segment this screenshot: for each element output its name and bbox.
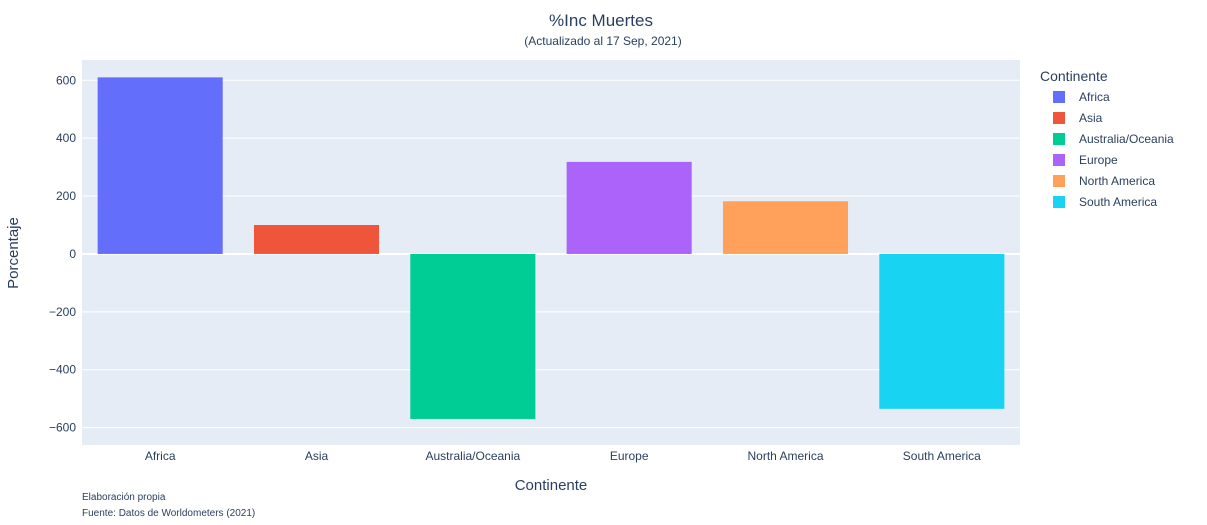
x-tick-label: South America <box>903 449 981 463</box>
x-axis-ticks: Africa Asia Australia/Oceania Europe North A… <box>145 449 981 463</box>
x-tick-label: Australia/Oceania <box>425 449 520 463</box>
legend-swatch <box>1053 112 1065 124</box>
legend-swatch <box>1053 133 1065 145</box>
y-tick-label: −600 <box>49 421 76 435</box>
legend-label: Africa <box>1079 90 1110 104</box>
y-tick-label: −200 <box>49 305 76 319</box>
legend-label: Europe <box>1079 153 1118 167</box>
bar-australia-oceania[interactable] <box>410 253 536 419</box>
plot-area <box>82 60 1020 445</box>
x-tick-label: Asia <box>305 449 329 463</box>
legend-swatch <box>1053 91 1065 103</box>
bar-south-america[interactable] <box>879 253 1005 409</box>
bar-europe[interactable] <box>566 161 692 254</box>
y-tick-label: 400 <box>56 131 76 145</box>
x-axis-title: Continente <box>515 477 588 494</box>
legend: Africa Asia Australia/Oceania Europe North A… <box>1053 90 1174 209</box>
chart-title: %Inc Muertes <box>549 11 653 30</box>
legend-item-africa[interactable]: Africa <box>1053 90 1110 104</box>
x-tick-label: Africa <box>145 449 176 463</box>
legend-label: Australia/Oceania <box>1079 132 1174 146</box>
legend-item-north-america[interactable]: North America <box>1053 174 1155 188</box>
bar-africa[interactable] <box>97 77 223 254</box>
y-tick-label: 0 <box>69 247 76 261</box>
bars <box>97 77 1005 419</box>
legend-item-australia-oceania[interactable]: Australia/Oceania <box>1053 132 1174 146</box>
legend-title: Continente <box>1040 68 1108 84</box>
legend-item-south-america[interactable]: South America <box>1053 195 1157 209</box>
bar-asia[interactable] <box>253 225 380 254</box>
legend-item-europe[interactable]: Europe <box>1053 153 1118 167</box>
legend-label: Asia <box>1079 111 1103 125</box>
y-tick-label: −400 <box>49 363 76 377</box>
legend-label: North America <box>1079 174 1155 188</box>
note-fuente: Fuente: Datos de Worldometers (2021) <box>82 508 255 519</box>
chart-subtitle: (Actualizado al 17 Sep, 2021) <box>524 34 681 48</box>
y-tick-label: 200 <box>56 189 76 203</box>
legend-item-asia[interactable]: Asia <box>1053 111 1103 125</box>
legend-swatch <box>1053 154 1065 166</box>
y-tick-label: 600 <box>56 73 76 87</box>
bar-north-america[interactable] <box>722 201 849 254</box>
y-axis-ticks: 600 400 200 0 −200 −400 −600 <box>49 73 76 434</box>
legend-swatch <box>1053 175 1065 187</box>
legend-swatch <box>1053 196 1065 208</box>
gridlines <box>82 79 1020 429</box>
legend-label: South America <box>1079 195 1157 209</box>
y-axis-title: Porcentaje <box>5 217 22 289</box>
note-elaboracion: Elaboración propia <box>82 492 166 503</box>
x-tick-label: Europe <box>610 449 649 463</box>
x-tick-label: North America <box>747 449 823 463</box>
